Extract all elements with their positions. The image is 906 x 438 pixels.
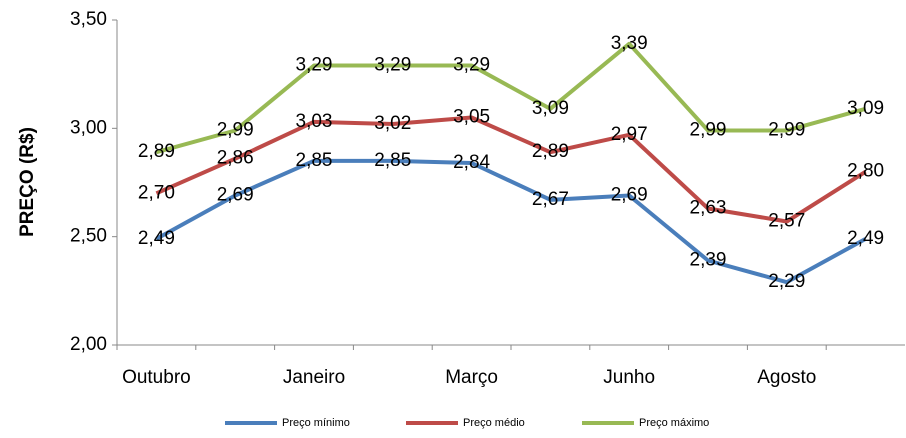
data-label: 3,05 [453, 107, 490, 128]
data-label: 2,29 [768, 271, 805, 292]
data-label: 2,57 [768, 211, 805, 232]
data-label: 2,49 [847, 228, 884, 249]
data-label: 3,29 [453, 55, 490, 76]
series-line [155, 158, 867, 285]
data-label: 2,70 [138, 182, 175, 203]
data-label: 3,29 [374, 55, 411, 76]
series-line [155, 115, 867, 224]
x-tick-label: Agosto [757, 367, 816, 388]
legend-label: Preço médio [463, 417, 525, 429]
data-label: 2,69 [611, 185, 648, 206]
data-label: 3,09 [532, 98, 569, 119]
data-label: 3,09 [847, 98, 884, 119]
data-label: 2,84 [453, 152, 490, 173]
data-label: 2,97 [611, 124, 648, 145]
data-label: 2,85 [374, 150, 411, 171]
data-label: 2,80 [847, 161, 884, 182]
x-tick-label: Março [445, 367, 498, 388]
data-label: 2,39 [690, 250, 727, 271]
data-label: 2,86 [217, 148, 254, 169]
legend-label: Preço máximo [639, 417, 709, 429]
data-label: 2,89 [532, 141, 569, 162]
data-label: 2,99 [768, 120, 805, 141]
y-axis-title: PREÇO (R$) [17, 127, 38, 237]
legend-label: Preço mínimo [282, 417, 350, 429]
data-label: 2,67 [532, 189, 569, 210]
data-label: 3,03 [296, 111, 333, 132]
data-label: 2,63 [690, 198, 727, 219]
data-label: 2,99 [217, 120, 254, 141]
y-tick-label: 2,00 [70, 334, 107, 355]
data-label: 3,02 [374, 113, 411, 134]
x-tick-label: Outubro [122, 367, 191, 388]
data-label: 2,89 [138, 141, 175, 162]
data-label: 2,49 [138, 228, 175, 249]
x-tick-label: Janeiro [283, 367, 345, 388]
series-line [155, 41, 867, 155]
y-tick-label: 3,50 [70, 9, 107, 30]
data-label: 3,39 [611, 33, 648, 54]
data-label: 2,99 [690, 120, 727, 141]
x-tick-label: Junho [603, 367, 655, 388]
y-tick-label: 2,50 [70, 226, 107, 247]
data-label: 3,29 [296, 55, 333, 76]
data-label: 2,85 [296, 150, 333, 171]
y-tick-label: 3,00 [70, 117, 107, 138]
data-label: 2,69 [217, 185, 254, 206]
